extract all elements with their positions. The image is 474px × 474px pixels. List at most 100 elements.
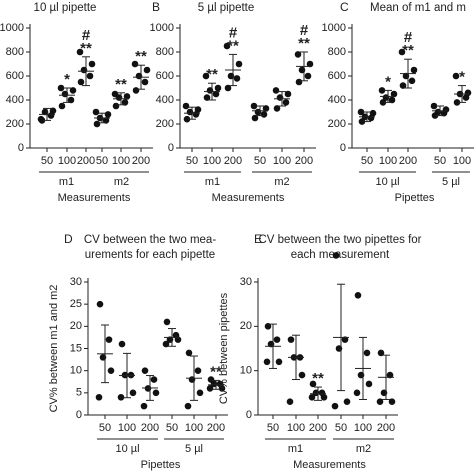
y-tick-label: 200 <box>6 118 24 130</box>
y-tick-label: 15 <box>70 342 82 354</box>
data-point <box>143 66 151 74</box>
y-tick-label: 0 <box>76 409 82 421</box>
group-label: m1 <box>59 176 74 188</box>
y-tick-label: 800 <box>328 46 346 58</box>
significance-mark: ** <box>80 40 92 57</box>
group-label: m2 <box>274 176 289 188</box>
data-point <box>273 105 281 112</box>
data-point <box>58 102 66 110</box>
data-point <box>353 389 361 397</box>
data-point <box>132 87 140 94</box>
x-tick-label: 100 <box>379 155 397 167</box>
data-point <box>308 393 316 401</box>
data-point <box>287 336 295 343</box>
data-point <box>284 90 292 98</box>
data-point <box>57 84 65 92</box>
data-point <box>233 75 241 82</box>
panel-title: urements for each pipette <box>85 249 215 261</box>
panel-title: 5 µl pipette <box>198 2 255 14</box>
data-point <box>304 72 312 80</box>
significance-mark: # <box>404 29 413 46</box>
significance-mark: * <box>459 69 465 86</box>
y-tick-label: 600 <box>328 70 346 82</box>
data-point <box>174 336 182 343</box>
data-point <box>112 102 120 110</box>
data-point <box>369 109 377 117</box>
data-point <box>163 318 171 326</box>
significance-mark: ** <box>402 42 414 59</box>
group-label: 10 µl <box>115 443 139 455</box>
x-tick-label: 200 <box>309 422 327 434</box>
data-point <box>93 120 101 128</box>
x-tick-label: 100 <box>58 155 76 167</box>
y-tick-label: 400 <box>156 94 174 106</box>
significance-mark: ** <box>298 35 310 52</box>
data-point <box>224 84 232 92</box>
data-point <box>298 371 306 379</box>
panel-title: CV between the two pipettes for <box>258 234 421 246</box>
panel-title: CV between the two mea- <box>84 234 216 246</box>
data-point <box>49 107 57 115</box>
x-tick-label: 50 <box>361 155 373 167</box>
data-point <box>410 66 418 74</box>
panel-label: B <box>152 0 160 14</box>
x-tick-label: 50 <box>96 155 108 167</box>
group-label: m1 <box>205 176 220 188</box>
data-point <box>378 87 386 94</box>
data-point <box>272 87 280 94</box>
data-point <box>76 48 84 56</box>
panel-label: D <box>64 232 73 246</box>
significance-mark: * <box>64 71 70 88</box>
x-tick-label: 100 <box>203 155 221 167</box>
data-point <box>184 402 192 410</box>
y-tick-label: 5 <box>76 387 82 399</box>
data-point <box>275 358 283 366</box>
data-point <box>111 90 119 98</box>
group-label: 5 µl <box>442 176 460 188</box>
data-point <box>214 84 222 92</box>
data-point <box>218 385 226 392</box>
x-tick-label: 200 <box>295 155 313 167</box>
data-point <box>194 367 202 374</box>
data-point <box>452 72 460 80</box>
data-point <box>212 90 220 98</box>
x-tick-label: 50 <box>267 422 279 434</box>
data-point <box>306 60 314 68</box>
group-label: m2 <box>114 176 129 188</box>
data-point <box>260 111 268 118</box>
data-point <box>104 111 112 118</box>
panel-label: C <box>340 0 349 14</box>
x-tick-label: 200 <box>207 422 225 434</box>
x-tick-label: 100 <box>453 155 471 167</box>
data-point <box>357 108 365 116</box>
data-point <box>388 96 396 104</box>
group-label: m1 <box>288 443 303 455</box>
y-tick-label: 25 <box>70 298 82 310</box>
x-tick-label: 50 <box>41 155 53 167</box>
significance-mark: * <box>385 73 391 90</box>
x-tick-label: 200 <box>399 155 417 167</box>
data-point <box>341 336 349 343</box>
data-point <box>107 367 115 374</box>
data-point <box>86 72 94 80</box>
data-point <box>69 87 77 94</box>
group-label: 10 µl <box>375 176 399 188</box>
y-tick-label: 10 <box>240 365 252 377</box>
y-tick-label: 1000 <box>322 22 346 34</box>
significance-mark: ** <box>312 370 324 387</box>
group-label: m2 <box>356 443 371 455</box>
panel-label: E <box>254 232 262 246</box>
data-point <box>273 336 281 343</box>
data-point <box>162 340 170 348</box>
x-axis-label: Measurements <box>212 192 285 204</box>
data-point <box>96 300 104 308</box>
x-tick-label: 100 <box>185 422 203 434</box>
y-tick-label: 200 <box>156 118 174 130</box>
data-point <box>442 106 450 113</box>
x-tick-label: 100 <box>118 422 136 434</box>
data-point <box>92 108 100 116</box>
y-tick-label: 20 <box>70 320 82 332</box>
panel-title: 10 µl pipette <box>34 2 97 14</box>
data-point <box>388 398 396 406</box>
